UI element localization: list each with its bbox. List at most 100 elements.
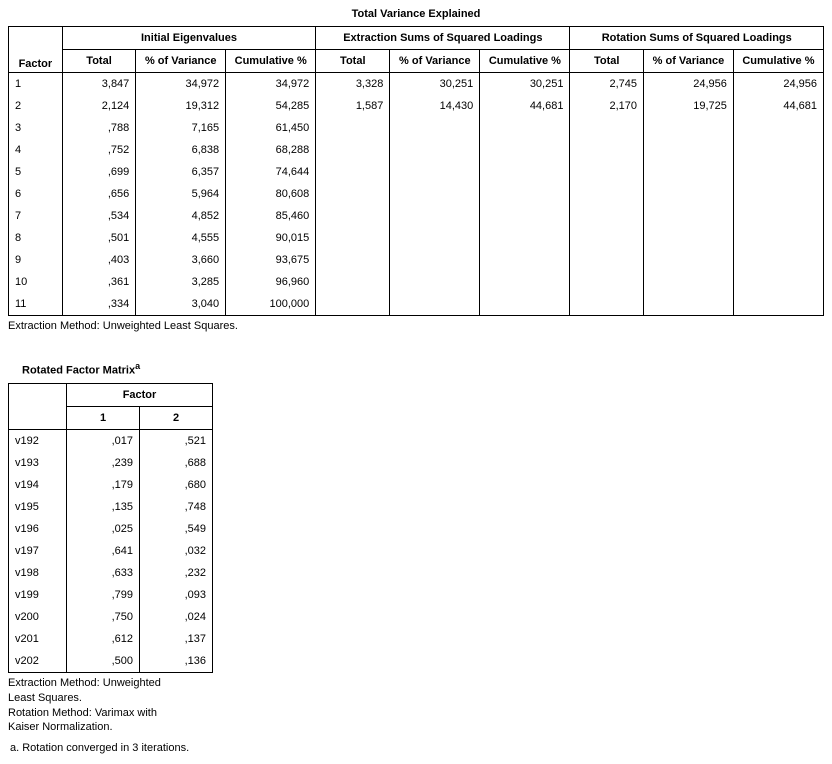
data-cell: 3,285 xyxy=(136,271,226,293)
data-cell: 30,251 xyxy=(390,73,480,96)
data-cell xyxy=(733,249,823,271)
data-cell xyxy=(316,293,390,316)
data-cell: ,549 xyxy=(140,518,213,540)
var-cell: v202 xyxy=(9,650,67,673)
data-cell xyxy=(644,293,734,316)
data-cell xyxy=(480,271,570,293)
data-cell xyxy=(480,183,570,205)
data-cell: ,656 xyxy=(62,183,136,205)
data-cell xyxy=(570,183,644,205)
variance-footnote: Extraction Method: Unweighted Least Squa… xyxy=(8,319,824,333)
group-header-initial: Initial Eigenvalues xyxy=(62,27,315,50)
data-cell: 34,972 xyxy=(226,73,316,96)
data-cell: ,179 xyxy=(67,474,140,496)
data-cell: 3,847 xyxy=(62,73,136,96)
data-cell xyxy=(733,139,823,161)
data-cell xyxy=(644,183,734,205)
sub-header: Cumulative % xyxy=(480,50,570,73)
data-cell xyxy=(644,227,734,249)
data-cell: ,612 xyxy=(67,628,140,650)
table-row: 5,6996,35774,644 xyxy=(9,161,824,183)
data-cell: 2,745 xyxy=(570,73,644,96)
sub-header: Total xyxy=(62,50,136,73)
data-cell xyxy=(733,205,823,227)
data-cell: ,688 xyxy=(140,452,213,474)
data-cell xyxy=(480,293,570,316)
data-cell: 93,675 xyxy=(226,249,316,271)
data-cell: ,017 xyxy=(67,429,140,452)
factor-header: Factor xyxy=(9,27,63,73)
table-row: v196,025,549 xyxy=(9,518,213,540)
data-cell xyxy=(390,227,480,249)
data-cell: 7,165 xyxy=(136,117,226,139)
data-cell xyxy=(390,139,480,161)
data-cell: ,521 xyxy=(140,429,213,452)
data-cell: ,239 xyxy=(67,452,140,474)
table-row: 7,5344,85285,460 xyxy=(9,205,824,227)
table-row: v202,500,136 xyxy=(9,650,213,673)
factor-cell: 6 xyxy=(9,183,63,205)
factor-cell: 4 xyxy=(9,139,63,161)
data-cell xyxy=(480,249,570,271)
data-cell xyxy=(390,161,480,183)
data-cell: 6,838 xyxy=(136,139,226,161)
data-cell: ,137 xyxy=(140,628,213,650)
data-cell: 74,644 xyxy=(226,161,316,183)
factor-cell: 7 xyxy=(9,205,63,227)
data-cell: 14,430 xyxy=(390,95,480,117)
data-cell: ,135 xyxy=(67,496,140,518)
var-cell: v197 xyxy=(9,540,67,562)
data-cell: ,680 xyxy=(140,474,213,496)
data-cell xyxy=(570,139,644,161)
data-cell xyxy=(644,249,734,271)
sub-header: Cumulative % xyxy=(733,50,823,73)
data-cell xyxy=(390,117,480,139)
data-cell: ,748 xyxy=(140,496,213,518)
data-cell: ,699 xyxy=(62,161,136,183)
data-cell: 3,328 xyxy=(316,73,390,96)
data-cell: ,500 xyxy=(67,650,140,673)
table-row: 13,84734,97234,9723,32830,25130,2512,745… xyxy=(9,73,824,96)
data-cell xyxy=(316,117,390,139)
factor-cell: 8 xyxy=(9,227,63,249)
data-cell xyxy=(480,205,570,227)
group-header-rotation: Rotation Sums of Squared Loadings xyxy=(570,27,824,50)
data-cell xyxy=(316,249,390,271)
rotated-title: Rotated Factor Matrixa xyxy=(22,361,824,377)
table-row: v195,135,748 xyxy=(9,496,213,518)
table-row: v197,641,032 xyxy=(9,540,213,562)
data-cell xyxy=(316,227,390,249)
data-cell xyxy=(570,205,644,227)
data-cell: 34,972 xyxy=(136,73,226,96)
data-cell: ,633 xyxy=(67,562,140,584)
table-row: v199,799,093 xyxy=(9,584,213,606)
data-cell: 68,288 xyxy=(226,139,316,161)
rotated-factor-header: Factor xyxy=(67,383,213,406)
data-cell: 100,000 xyxy=(226,293,316,316)
rotated-footnote-method: Extraction Method: Unweighted Least Squa… xyxy=(8,676,178,735)
variance-title: Total Variance Explained xyxy=(8,8,824,20)
data-cell xyxy=(480,117,570,139)
sub-header: 2 xyxy=(140,406,213,429)
data-cell: ,232 xyxy=(140,562,213,584)
data-cell xyxy=(644,139,734,161)
data-cell: 96,960 xyxy=(226,271,316,293)
data-cell: 2,124 xyxy=(62,95,136,117)
factor-cell: 3 xyxy=(9,117,63,139)
table-row: 22,12419,31254,2851,58714,43044,6812,170… xyxy=(9,95,824,117)
rotated-table: Factor 12 v192,017,521v193,239,688v194,1… xyxy=(8,383,213,673)
data-cell: 19,725 xyxy=(644,95,734,117)
data-cell xyxy=(390,205,480,227)
factor-cell: 9 xyxy=(9,249,63,271)
factor-cell: 10 xyxy=(9,271,63,293)
table-row: v198,633,232 xyxy=(9,562,213,584)
data-cell xyxy=(644,205,734,227)
data-cell xyxy=(316,161,390,183)
var-cell: v195 xyxy=(9,496,67,518)
sub-header: 1 xyxy=(67,406,140,429)
data-cell: 44,681 xyxy=(733,95,823,117)
data-cell: ,334 xyxy=(62,293,136,316)
table-row: 6,6565,96480,608 xyxy=(9,183,824,205)
data-cell: ,136 xyxy=(140,650,213,673)
data-cell: ,799 xyxy=(67,584,140,606)
